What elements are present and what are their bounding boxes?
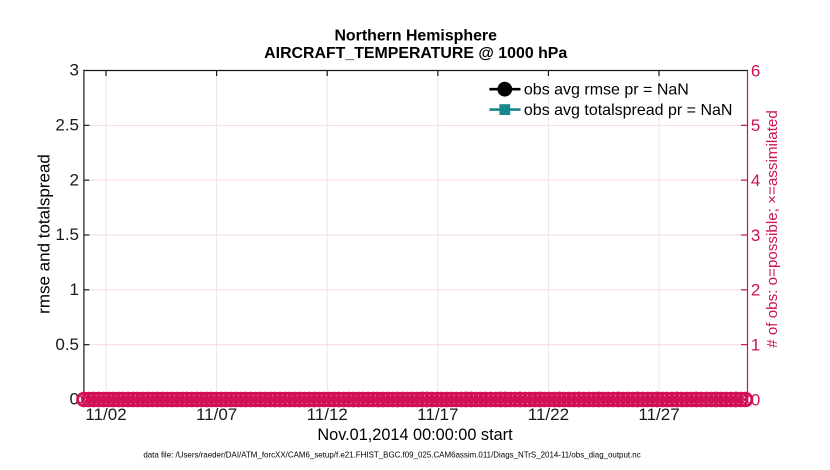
svg-text:11/22: 11/22 (528, 405, 569, 424)
svg-text:0: 0 (751, 390, 760, 409)
svg-text:AIRCRAFT_TEMPERATURE @ 1000 hP: AIRCRAFT_TEMPERATURE @ 1000 hPa (264, 45, 567, 62)
svg-text:0: 0 (70, 390, 79, 409)
svg-text:5: 5 (751, 116, 760, 135)
svg-text:6: 6 (751, 61, 760, 80)
svg-text:rmse and totalspread: rmse and totalspread (35, 154, 54, 314)
svg-text:obs avg rmse pr = NaN: obs avg rmse pr = NaN (524, 82, 689, 99)
svg-text:3: 3 (751, 226, 760, 245)
svg-text:1: 1 (70, 280, 79, 299)
svg-text:Nov.01,2014 00:00:00 start: Nov.01,2014 00:00:00 start (317, 426, 513, 444)
svg-text:2: 2 (751, 281, 760, 300)
svg-text:Northern Hemisphere: Northern Hemisphere (334, 28, 497, 45)
svg-text:11/27: 11/27 (638, 405, 679, 424)
svg-text:3: 3 (70, 61, 79, 80)
svg-text:obs avg totalspread pr = NaN: obs avg totalspread pr = NaN (524, 102, 733, 119)
svg-text:11/12: 11/12 (307, 405, 348, 424)
svg-text:2.5: 2.5 (55, 115, 79, 134)
svg-text:1: 1 (751, 336, 760, 355)
svg-text:2: 2 (70, 170, 79, 189)
svg-text:4: 4 (751, 171, 760, 190)
svg-text:11/07: 11/07 (196, 405, 237, 424)
svg-text:0.5: 0.5 (55, 335, 79, 354)
svg-text:# of obs: o=possible; ×=assimi: # of obs: o=possible; ×=assimilated (764, 110, 781, 348)
svg-text:1.5: 1.5 (55, 225, 79, 244)
svg-text:11/02: 11/02 (85, 405, 126, 424)
svg-text:data file: /Users/raeder/DAI/A: data file: /Users/raeder/DAI/ATM_forcXX/… (143, 450, 640, 459)
svg-text:11/17: 11/17 (417, 405, 458, 424)
